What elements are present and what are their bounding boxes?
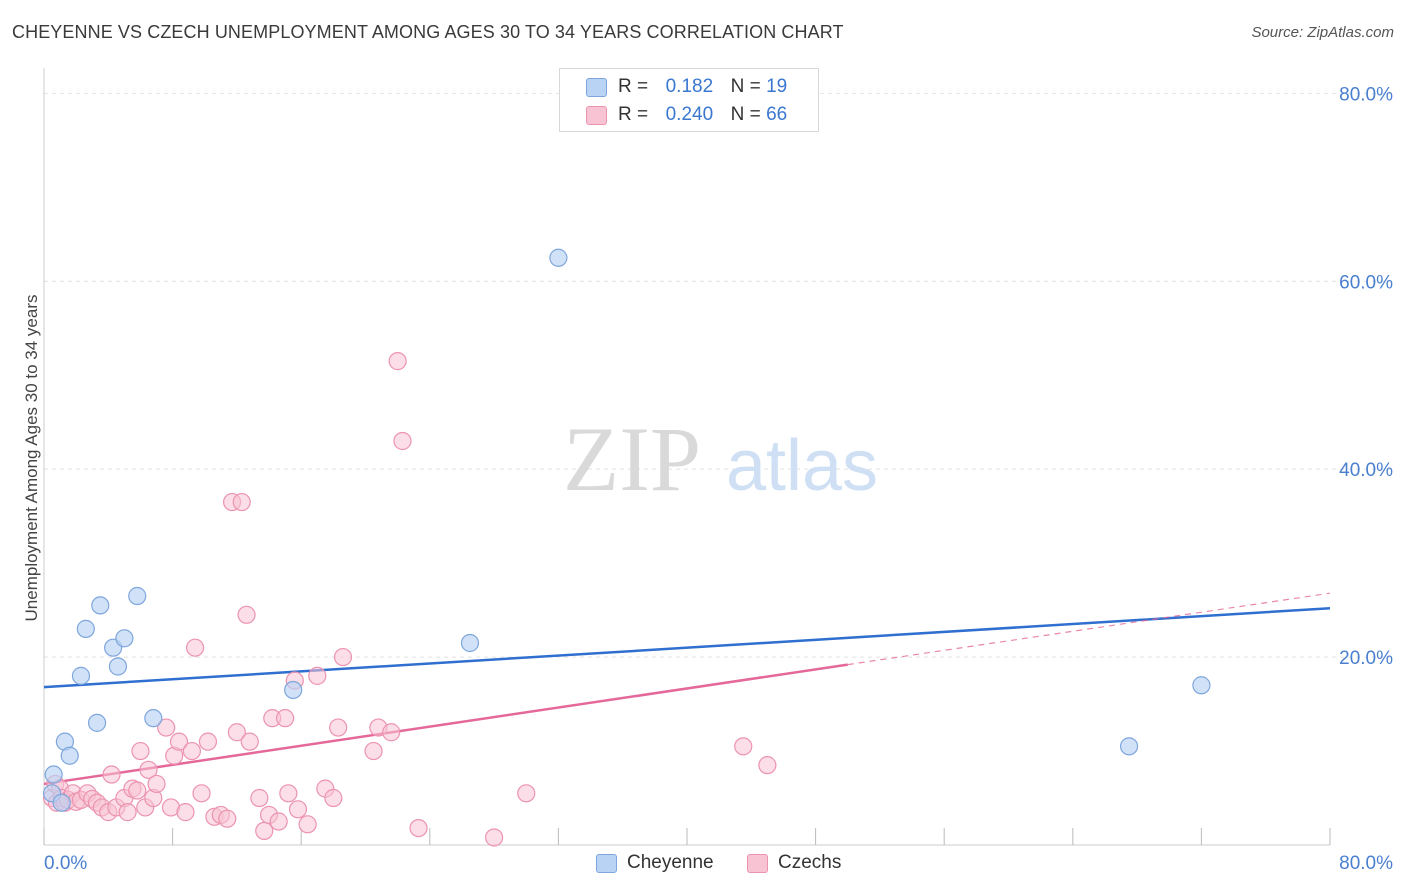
legend: R = 0.182 N = 19 R = 0.240 N = 66 bbox=[559, 68, 819, 132]
point-czechs bbox=[298, 815, 317, 834]
point-czechs bbox=[147, 774, 166, 794]
point-cheyenne bbox=[44, 765, 63, 784]
legend-r-value: 0.182 bbox=[665, 76, 714, 97]
legend-row-cheyenne: R = 0.182 N = 19 bbox=[560, 73, 818, 101]
legend-swatch-czechs bbox=[586, 106, 607, 125]
point-czechs bbox=[218, 809, 237, 828]
point-czechs bbox=[169, 732, 189, 751]
axes bbox=[43, 68, 1331, 846]
point-cheyenne bbox=[549, 248, 568, 267]
legend-r-label: R = bbox=[618, 104, 649, 125]
point-czechs bbox=[176, 803, 195, 822]
point-cheyenne bbox=[108, 657, 128, 676]
trend-line-cheyenne bbox=[43, 606, 1331, 689]
point-czechs bbox=[269, 812, 288, 831]
trend-line-czechs-extension bbox=[847, 592, 1331, 666]
point-cheyenne bbox=[115, 629, 134, 648]
point-cheyenne bbox=[60, 746, 79, 765]
point-czechs bbox=[382, 723, 401, 742]
point-czechs bbox=[255, 821, 274, 841]
legend-swatch-cheyenne bbox=[586, 78, 607, 97]
watermark-atlas: atlas bbox=[726, 426, 878, 506]
point-cheyenne bbox=[144, 709, 163, 728]
point-czechs bbox=[250, 788, 269, 808]
grid-lines bbox=[44, 92, 1394, 658]
source-label: Source: ZipAtlas.com bbox=[1251, 24, 1394, 41]
point-czechs bbox=[333, 647, 353, 667]
point-cheyenne bbox=[76, 619, 95, 638]
point-czechs bbox=[198, 732, 218, 751]
point-czechs bbox=[485, 828, 504, 847]
legend-r-value: 0.240 bbox=[665, 104, 714, 125]
trend-lines bbox=[43, 592, 1331, 786]
point-cheyenne bbox=[1192, 676, 1211, 695]
point-czechs bbox=[393, 431, 412, 451]
point-cheyenne bbox=[52, 793, 71, 812]
watermark-zip: ZIP bbox=[563, 408, 701, 510]
bottom-legend-swatch-czechs bbox=[747, 854, 768, 873]
point-cheyenne bbox=[284, 680, 303, 700]
point-czechs bbox=[182, 741, 201, 761]
point-cheyenne bbox=[71, 666, 91, 685]
point-czechs bbox=[128, 781, 147, 800]
legend-n-label: N = bbox=[730, 76, 761, 97]
point-czechs bbox=[102, 765, 121, 784]
point-czechs bbox=[131, 741, 150, 761]
legend-row-czechs: R = 0.240 N = 66 bbox=[560, 101, 818, 129]
point-czechs bbox=[517, 784, 536, 803]
point-cheyenne bbox=[460, 633, 480, 653]
y-tick-label: 80.0% bbox=[1339, 84, 1393, 105]
bottom-legend-label: Cheyenne bbox=[627, 852, 714, 873]
point-cheyenne bbox=[87, 713, 107, 732]
y-tick-label: 20.0% bbox=[1339, 648, 1393, 669]
y-tick-label: 60.0% bbox=[1339, 272, 1393, 293]
point-czechs bbox=[232, 492, 251, 512]
point-czechs bbox=[240, 732, 259, 751]
point-cheyenne bbox=[91, 596, 110, 615]
point-czechs bbox=[157, 718, 176, 737]
point-czechs bbox=[308, 666, 327, 685]
x-tick-label: 0.0% bbox=[44, 853, 87, 874]
legend-n-value: 19 bbox=[766, 76, 788, 97]
point-czechs bbox=[192, 784, 211, 803]
point-czechs bbox=[186, 638, 205, 657]
point-czechs bbox=[227, 723, 246, 742]
bottom-legend-swatch-cheyenne bbox=[596, 854, 617, 873]
point-czechs bbox=[324, 788, 343, 808]
point-czechs bbox=[288, 800, 308, 819]
y-tick-label: 40.0% bbox=[1339, 460, 1393, 481]
chart-title: CHEYENNE VS CZECH UNEMPLOYMENT AMONG AGE… bbox=[12, 22, 844, 42]
point-czechs bbox=[388, 352, 407, 371]
point-cheyenne bbox=[128, 586, 147, 606]
point-cheyenne bbox=[1119, 737, 1139, 756]
point-czechs bbox=[237, 605, 256, 624]
bottom-legend-label: Czechs bbox=[778, 852, 842, 873]
point-czechs bbox=[734, 737, 753, 756]
x-tick-label: 80.0% bbox=[1339, 853, 1393, 874]
point-czechs bbox=[364, 741, 383, 761]
data-points bbox=[42, 248, 1211, 847]
point-czechs bbox=[409, 818, 428, 838]
watermark: ZIP atlas bbox=[563, 408, 878, 510]
point-czechs bbox=[276, 709, 295, 728]
point-czechs bbox=[118, 803, 137, 822]
point-czechs bbox=[329, 718, 348, 737]
trend-line-czechs bbox=[43, 663, 848, 786]
point-czechs bbox=[139, 760, 158, 779]
legend-r-label: R = bbox=[618, 76, 649, 97]
legend-n-value: 66 bbox=[766, 104, 788, 125]
legend-n-label: N = bbox=[730, 104, 761, 125]
y-axis-label: Unemployment Among Ages 30 to 34 years bbox=[22, 295, 41, 622]
point-czechs bbox=[279, 784, 298, 803]
point-czechs bbox=[758, 756, 777, 775]
tick-labels: 20.0% 40.0% 60.0% 80.0% 0.0% 80.0% bbox=[44, 84, 1393, 874]
